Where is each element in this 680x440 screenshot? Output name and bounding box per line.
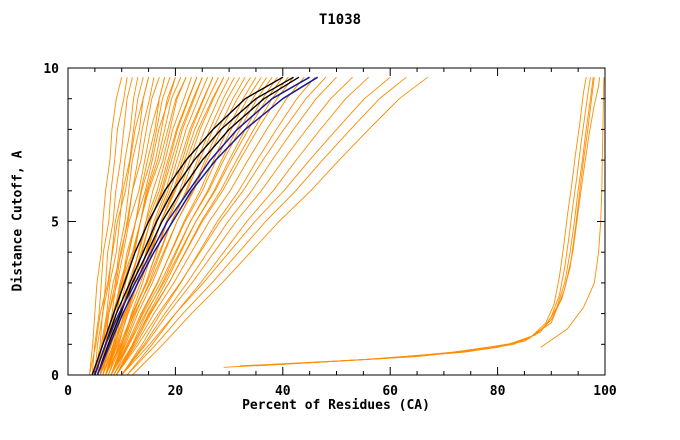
svg-text:40: 40: [275, 384, 291, 399]
svg-text:10: 10: [43, 62, 59, 77]
x-axis-label: Percent of Residues (CA): [242, 398, 430, 413]
svg-text:60: 60: [382, 384, 398, 399]
svg-text:0: 0: [64, 384, 72, 399]
svg-text:20: 20: [168, 384, 184, 399]
svg-text:100: 100: [593, 384, 617, 399]
svg-text:80: 80: [490, 384, 506, 399]
svg-text:0: 0: [51, 369, 59, 384]
svg-text:5: 5: [51, 216, 59, 231]
chart-title: T1038: [318, 12, 362, 28]
